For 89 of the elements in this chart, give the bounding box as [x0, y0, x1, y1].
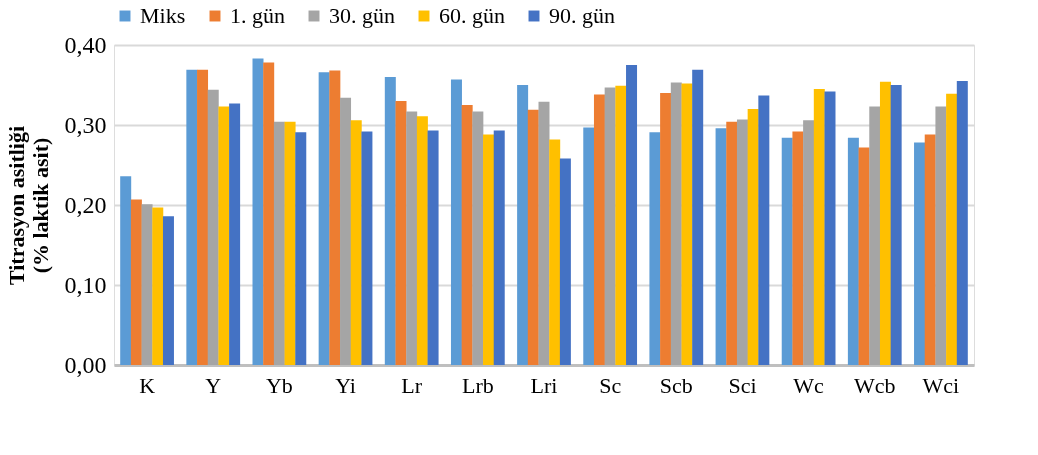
- legend-label: Miks: [140, 3, 186, 28]
- bar: [813, 89, 825, 365]
- x-tick-label: Sc: [599, 372, 622, 398]
- bar: [758, 95, 770, 365]
- bar: [858, 147, 870, 365]
- bar: [924, 134, 936, 365]
- x-tick-label: Wcb: [854, 372, 896, 398]
- bar: [427, 130, 439, 365]
- x-tick-label: Lri: [530, 372, 558, 398]
- y-tick-label: 0,30: [64, 111, 107, 138]
- bar: [604, 87, 616, 365]
- bar: [824, 91, 836, 365]
- y-tick-label: 0,40: [64, 31, 107, 58]
- bar: [559, 158, 571, 365]
- x-tick-label: Wci: [922, 372, 960, 398]
- bar: [395, 101, 407, 365]
- bar: [263, 62, 275, 365]
- bar: [736, 119, 748, 365]
- bar: [284, 121, 296, 365]
- bar: [946, 93, 958, 365]
- bar: [130, 199, 142, 365]
- x-tick-label: Lrb: [461, 372, 494, 398]
- bar: [218, 106, 230, 365]
- bar: [252, 58, 264, 365]
- y-tick-label: 0,20: [64, 191, 107, 218]
- bar: [626, 65, 638, 365]
- bar: [781, 137, 793, 365]
- bar: [152, 207, 164, 365]
- bar: [935, 106, 947, 365]
- bar: [681, 83, 693, 365]
- y-axis-title: Titrasyon asitliği (% laktik asit): [3, 125, 53, 286]
- bar: [538, 101, 550, 365]
- bar: [726, 121, 738, 365]
- bar: [406, 111, 418, 365]
- bar: [472, 111, 484, 365]
- bar: [229, 103, 241, 365]
- bar: [649, 132, 661, 365]
- x-tick-label: K: [139, 372, 156, 398]
- bar: [384, 77, 396, 365]
- y-tick-label: 0,10: [64, 271, 107, 298]
- x-tick-label: Sci: [728, 372, 757, 398]
- bar: [295, 132, 307, 365]
- bar: [186, 69, 198, 365]
- x-tick-label: Yi: [335, 372, 356, 398]
- bar: [670, 82, 682, 365]
- bar: [340, 97, 352, 365]
- bar: [792, 131, 804, 365]
- bar: [450, 79, 462, 365]
- bar: [847, 137, 859, 365]
- bar: [879, 81, 891, 365]
- bar: [273, 121, 285, 365]
- bar: [162, 216, 174, 365]
- bar: [803, 120, 815, 365]
- bar: [549, 139, 561, 365]
- x-tick-label: Yb: [265, 372, 293, 398]
- legend-label: 60. gün: [439, 3, 505, 28]
- bar: [493, 130, 505, 365]
- bar: [914, 142, 926, 365]
- bar: [483, 134, 495, 365]
- bar: [461, 105, 473, 365]
- x-tick-label: Lr: [401, 372, 423, 398]
- bar: [527, 109, 539, 365]
- legend-label: 1. gün: [230, 3, 285, 28]
- x-tick-label: Scb: [659, 372, 693, 398]
- bar: [869, 106, 881, 365]
- bar: [890, 85, 902, 365]
- legend-label: 90. gün: [549, 3, 615, 28]
- bar: [615, 85, 627, 365]
- bar: [197, 69, 209, 365]
- bar: [517, 85, 529, 365]
- bar: [715, 128, 727, 365]
- bar: [416, 116, 428, 365]
- bar: [956, 81, 968, 365]
- bar: [120, 176, 132, 365]
- bar: [747, 109, 759, 365]
- bar: [692, 69, 704, 365]
- bar: [329, 70, 341, 365]
- bar: [660, 93, 672, 365]
- bar: [583, 127, 595, 365]
- bar: [318, 72, 330, 365]
- x-tick-label: Wc: [793, 372, 825, 398]
- x-tick-label: Y: [205, 372, 222, 398]
- y-tick-label: 0,00: [64, 351, 107, 378]
- bar: [361, 131, 373, 365]
- bar: [207, 89, 219, 365]
- legend-label: 30. gün: [329, 3, 395, 28]
- bar: [350, 120, 362, 365]
- bar: [141, 204, 153, 365]
- bar: [593, 94, 605, 365]
